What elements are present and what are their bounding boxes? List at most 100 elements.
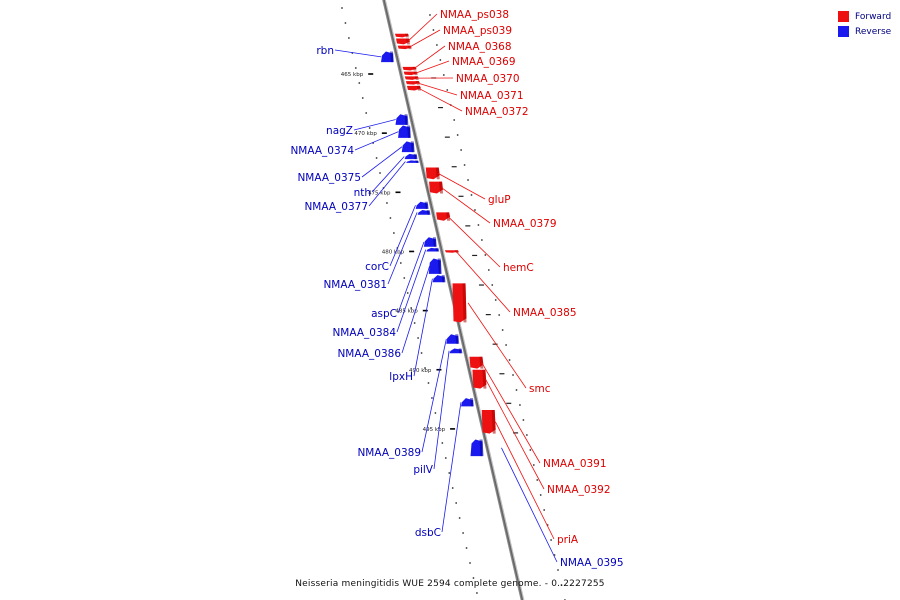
tick-label: 470 kbp xyxy=(354,131,377,137)
gene-leader-line xyxy=(354,131,399,151)
gene-label: NMAA_0372 xyxy=(465,106,529,118)
gene-shape xyxy=(398,125,411,138)
guide-dot xyxy=(456,134,459,136)
gene-leader-line xyxy=(441,402,462,533)
gene-leader-line xyxy=(371,156,405,193)
gene-label: NMAA_0389 xyxy=(357,447,421,459)
guide-dot xyxy=(427,382,430,384)
guide-dot xyxy=(379,172,381,174)
gene-shape xyxy=(395,114,408,125)
gene-shadow xyxy=(435,247,440,252)
gene-shadow xyxy=(413,153,418,160)
guide-dot xyxy=(413,322,416,324)
gene-shadow xyxy=(455,334,460,344)
guide-dot xyxy=(543,509,546,511)
guide-dot xyxy=(491,284,494,286)
guide-dot xyxy=(484,254,487,256)
gene-shadow xyxy=(432,237,437,247)
legend-swatch-reverse xyxy=(838,26,849,37)
guide-dot xyxy=(431,397,433,399)
guide-dot xyxy=(424,367,426,369)
guide-dot xyxy=(536,479,539,481)
gene-leader-line xyxy=(421,338,447,453)
legend-item-forward: Forward xyxy=(838,9,891,24)
gene-shape xyxy=(404,153,417,160)
gene-label: dsbC xyxy=(415,527,441,539)
gene-leader-line xyxy=(413,278,433,377)
gene-label: priA xyxy=(557,534,579,546)
gene-leader-line xyxy=(407,13,438,42)
backbone-edge-left xyxy=(382,0,523,600)
guide-dot xyxy=(403,277,406,279)
guide-dot xyxy=(354,67,357,69)
guide-dot xyxy=(532,464,535,466)
guide-dot xyxy=(420,352,423,354)
gene-shadow xyxy=(469,398,474,407)
gene-label: NMAA_0375 xyxy=(297,172,361,184)
gene-shadow xyxy=(390,51,395,63)
guide-dot xyxy=(550,539,552,541)
gene-label: NMAA_0368 xyxy=(448,41,512,53)
gene-shadow xyxy=(407,125,412,138)
gene-leader-line xyxy=(353,119,396,131)
guide-dot xyxy=(439,59,442,61)
gene-shadow xyxy=(435,167,440,180)
gene-leader-line xyxy=(495,421,555,540)
guide-dot xyxy=(368,127,371,129)
gene-label: NMAA_0377 xyxy=(304,201,368,213)
gene-leader-line xyxy=(414,60,450,74)
guide-dot xyxy=(410,307,413,309)
gene-shadow xyxy=(404,33,409,38)
gene-shape xyxy=(417,210,430,215)
gene-label: NMAA_0370 xyxy=(456,73,520,85)
guide-dot xyxy=(463,164,466,166)
gene-shape xyxy=(470,439,483,457)
guide-dot xyxy=(347,37,350,39)
gene-label: NMAA_0385 xyxy=(513,307,577,319)
gene-label: smc xyxy=(529,383,551,395)
guide-dot xyxy=(508,359,511,361)
guide-dot xyxy=(465,547,468,549)
guide-dot xyxy=(389,217,392,219)
gene-leader-line xyxy=(417,82,458,96)
gene-leader-line xyxy=(485,379,545,490)
gene-label: NMAA_0392 xyxy=(547,484,611,496)
gene-shape xyxy=(401,141,414,153)
gene-label: NMAA_0381 xyxy=(323,279,387,291)
guide-dot xyxy=(480,239,483,241)
gene-shape xyxy=(449,348,462,354)
guide-dot xyxy=(529,449,532,451)
gene-leader-line xyxy=(389,205,416,267)
gene-label: NMAA_0384 xyxy=(332,327,396,339)
guide-dot xyxy=(494,299,497,301)
tick-label: 490 kbp xyxy=(409,368,432,374)
gene-shape xyxy=(426,247,439,252)
guide-dot xyxy=(462,532,464,534)
gene-shape xyxy=(381,51,394,63)
guide-dot xyxy=(375,157,378,159)
gene-leader-line xyxy=(396,249,427,333)
tick-label: 480 kbp xyxy=(382,249,405,255)
gene-leader-line xyxy=(437,173,486,200)
gene-label: corC xyxy=(365,261,389,273)
guide-dot xyxy=(455,502,458,504)
guide-dot xyxy=(448,472,451,474)
guide-dot xyxy=(429,14,431,16)
gene-label: NMAA_0395 xyxy=(560,557,624,569)
guide-dot xyxy=(469,562,471,564)
gene-shape xyxy=(406,160,419,163)
gene-shape xyxy=(428,258,441,274)
gene-shape xyxy=(460,398,473,407)
gene-shadow xyxy=(482,369,487,389)
guide-dot xyxy=(474,209,476,211)
gene-leader-line xyxy=(368,161,406,207)
gene-leader-line xyxy=(387,212,418,285)
gene-leader-line xyxy=(455,251,511,313)
gene-leader-line xyxy=(447,216,501,268)
guide-dot xyxy=(470,194,473,196)
gene-label: hemC xyxy=(503,262,534,274)
gene-leader-line xyxy=(401,266,430,354)
guide-dot xyxy=(515,389,518,391)
gene-leader-line xyxy=(441,187,491,224)
